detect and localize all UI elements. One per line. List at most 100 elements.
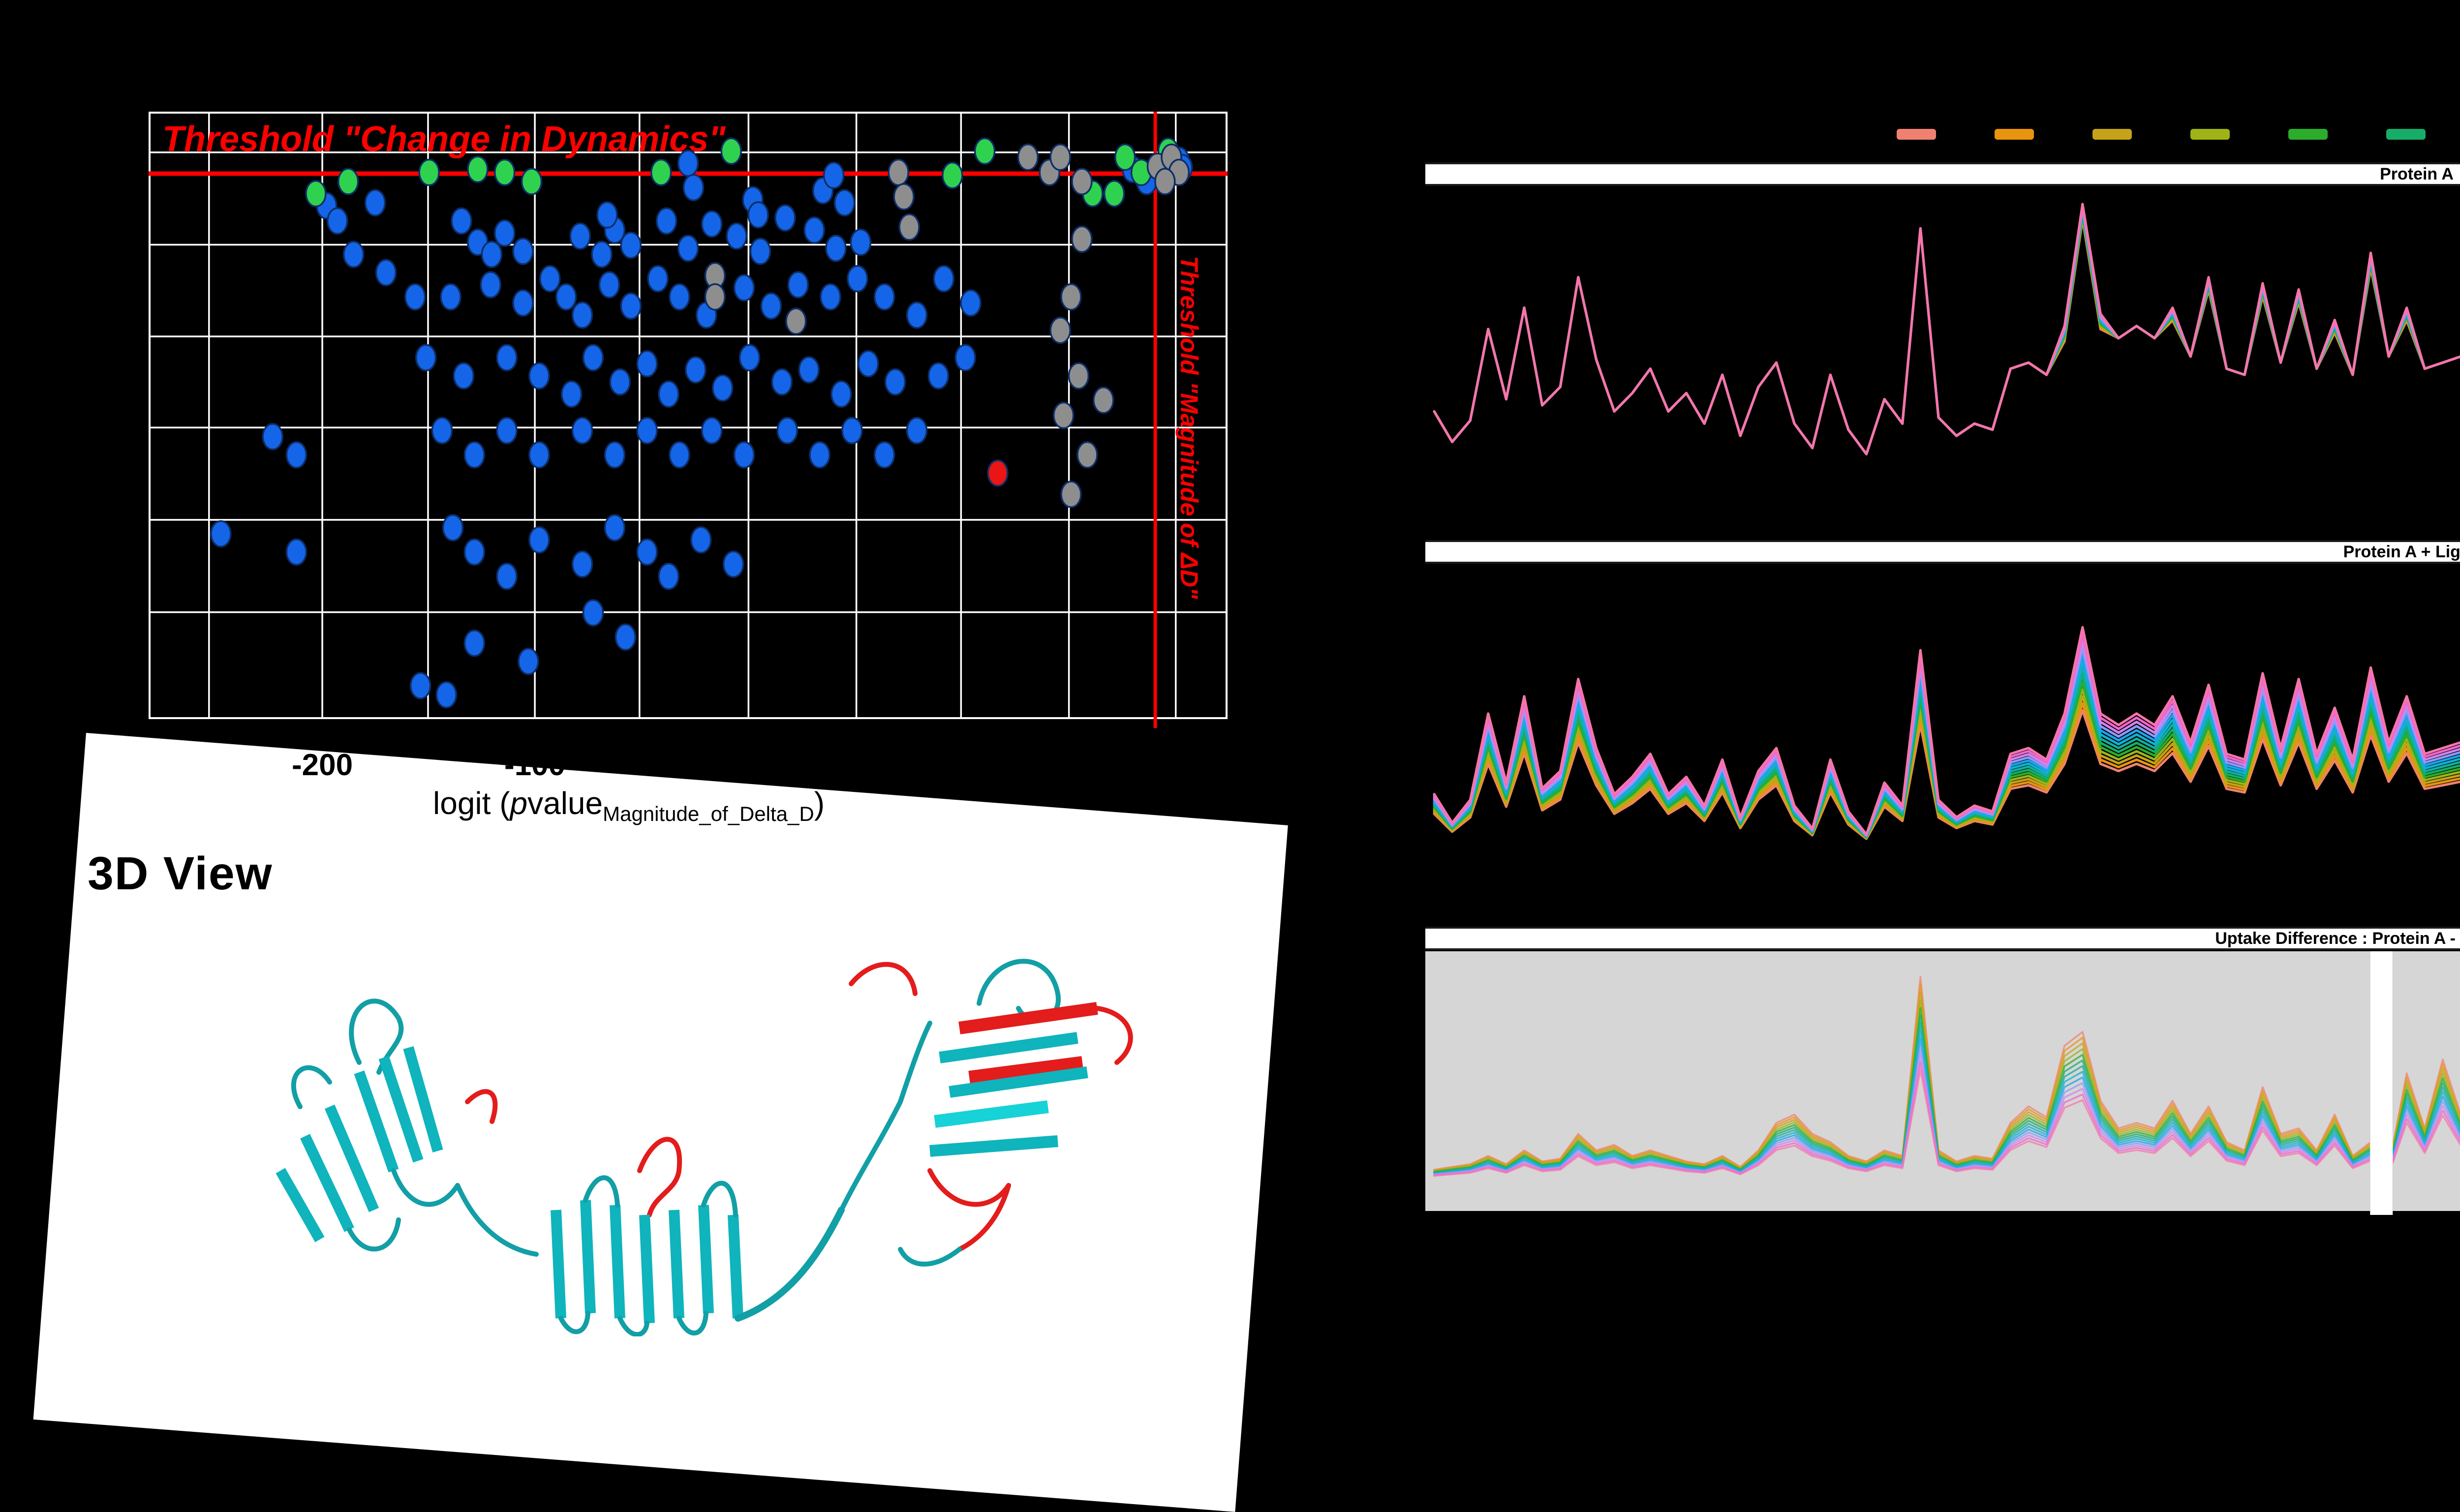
volcano-point[interactable]: [636, 417, 658, 445]
volcano-point[interactable]: [620, 231, 642, 259]
volcano-point[interactable]: [463, 441, 486, 469]
volcano-point[interactable]: [493, 219, 516, 247]
volcano-point[interactable]: [620, 292, 642, 320]
volcano-point[interactable]: [690, 526, 712, 554]
volcano-point[interactable]: [1049, 316, 1071, 344]
volcano-point[interactable]: [658, 380, 679, 408]
volcano-point[interactable]: [1076, 441, 1098, 469]
volcano-point[interactable]: [825, 235, 847, 262]
volcano-point[interactable]: [582, 599, 604, 627]
volcano-point[interactable]: [658, 563, 679, 590]
volcano-point[interactable]: [1114, 143, 1136, 171]
volcano-point[interactable]: [512, 289, 534, 317]
volcano-point[interactable]: [337, 168, 359, 195]
volcano-point[interactable]: [451, 207, 472, 235]
volcano-point[interactable]: [738, 344, 761, 371]
volcano-point[interactable]: [820, 283, 841, 311]
volcano-point[interactable]: [954, 344, 976, 371]
volcano-point[interactable]: [1052, 401, 1075, 429]
volcano-point[interactable]: [803, 216, 825, 244]
timepoint-legend-dash[interactable]: [1995, 129, 2034, 140]
volcano-point[interactable]: [655, 207, 677, 235]
volcano-point[interactable]: [823, 161, 845, 189]
timepoint-legend-dash[interactable]: [1897, 129, 1936, 140]
volcano-point[interactable]: [496, 417, 518, 445]
volcano-point[interactable]: [440, 283, 461, 311]
volcano-point[interactable]: [774, 204, 796, 232]
volcano-point[interactable]: [463, 629, 486, 657]
volcano-point[interactable]: [496, 344, 518, 371]
volcano-point[interactable]: [701, 417, 723, 445]
volcano-point[interactable]: [685, 356, 707, 384]
timepoint-legend-dash[interactable]: [2092, 129, 2132, 140]
uptake-chart-protein-a[interactable]: [1425, 186, 2460, 540]
volcano-point[interactable]: [798, 356, 820, 384]
volcano-point[interactable]: [1071, 168, 1093, 195]
volcano-point[interactable]: [701, 210, 723, 238]
volcano-point[interactable]: [884, 368, 906, 396]
protein-structure-ribbon[interactable]: [212, 895, 1245, 1336]
volcano-point[interactable]: [720, 137, 742, 165]
volcano-point[interactable]: [771, 368, 793, 396]
volcano-point[interactable]: [830, 380, 852, 408]
volcano-point[interactable]: [942, 161, 963, 189]
volcano-point[interactable]: [847, 265, 868, 293]
volcano-point[interactable]: [833, 189, 856, 216]
volcano-point[interactable]: [726, 222, 747, 250]
volcano-point[interactable]: [609, 368, 631, 396]
volcano-point[interactable]: [528, 362, 550, 390]
volcano-point[interactable]: [569, 222, 591, 250]
volcano-point[interactable]: [893, 183, 915, 211]
volcano-point[interactable]: [1017, 143, 1039, 171]
volcano-point[interactable]: [669, 441, 690, 469]
volcano-point[interactable]: [364, 189, 386, 216]
volcano-point[interactable]: [906, 417, 928, 445]
timepoint-legend-dash[interactable]: [2288, 129, 2328, 140]
volcano-point[interactable]: [604, 441, 626, 469]
volcano-point[interactable]: [760, 292, 782, 320]
volcano-point[interactable]: [987, 459, 1009, 487]
volcano-point[interactable]: [1103, 180, 1125, 208]
volcano-point[interactable]: [1060, 481, 1082, 508]
volcano-point[interactable]: [615, 623, 637, 651]
volcano-point[interactable]: [528, 441, 550, 469]
uptake-chart-protein-a-ligand[interactable]: [1425, 564, 2460, 916]
uptake-difference-chart[interactable]: [1425, 951, 2460, 1215]
volcano-point[interactable]: [1060, 283, 1082, 311]
volcano-point[interactable]: [518, 647, 539, 675]
volcano-point[interactable]: [453, 362, 475, 390]
volcano-point[interactable]: [285, 441, 308, 469]
volcano-point[interactable]: [521, 168, 543, 195]
volcano-point[interactable]: [467, 155, 489, 183]
volcano-point[interactable]: [1093, 386, 1114, 414]
volcano-point[interactable]: [342, 241, 365, 268]
volcano-point[interactable]: [888, 158, 909, 186]
volcano-point[interactable]: [850, 228, 872, 256]
volcano-point[interactable]: [906, 301, 928, 329]
volcano-point[interactable]: [733, 274, 755, 302]
volcano-point[interactable]: [604, 514, 626, 542]
volcano-point[interactable]: [431, 417, 453, 445]
timepoint-legend-dash[interactable]: [2386, 129, 2426, 140]
volcano-point[interactable]: [898, 213, 920, 241]
volcano-point[interactable]: [327, 207, 348, 235]
volcano-point[interactable]: [481, 241, 503, 268]
volcano-point[interactable]: [596, 201, 618, 229]
volcano-point[interactable]: [591, 241, 613, 268]
volcano-point[interactable]: [571, 417, 593, 445]
volcano-point[interactable]: [493, 158, 516, 186]
volcano-point[interactable]: [927, 362, 950, 390]
volcano-point[interactable]: [677, 235, 699, 262]
volcano-point[interactable]: [704, 283, 726, 311]
volcano-point[interactable]: [873, 441, 895, 469]
uptake-chart-protein-a-canvas[interactable]: [1425, 186, 2460, 540]
volcano-point[interactable]: [974, 137, 996, 165]
volcano-point[interactable]: [442, 514, 464, 542]
volcano-point[interactable]: [682, 174, 705, 202]
volcano-plot-canvas[interactable]: [149, 112, 1228, 728]
volcano-point[interactable]: [785, 307, 807, 335]
volcano-plot[interactable]: [149, 112, 1228, 728]
volcano-point[interactable]: [496, 563, 518, 590]
volcano-point[interactable]: [375, 259, 397, 287]
volcano-point[interactable]: [480, 271, 501, 299]
